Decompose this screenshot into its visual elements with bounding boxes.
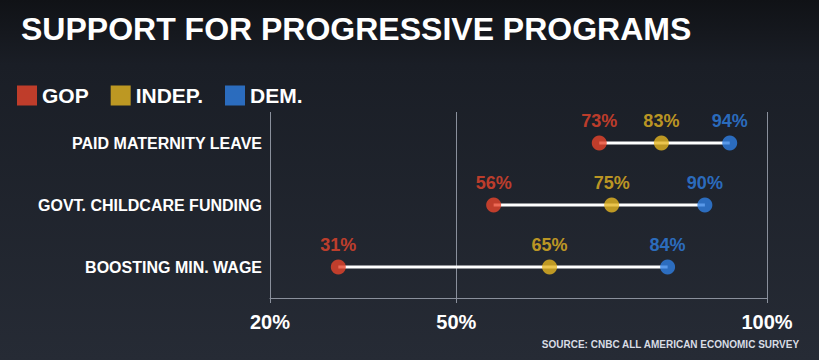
svg-text:INDEP.: INDEP. — [136, 84, 203, 107]
svg-text:100%: 100% — [741, 311, 792, 333]
svg-text:75%: 75% — [594, 173, 630, 193]
svg-text:90%: 90% — [687, 173, 723, 193]
svg-text:50%: 50% — [436, 311, 476, 333]
svg-text:94%: 94% — [712, 111, 748, 131]
svg-text:31%: 31% — [320, 235, 356, 255]
svg-text:73%: 73% — [581, 111, 617, 131]
svg-text:PAID MATERNITY LEAVE: PAID MATERNITY LEAVE — [72, 135, 262, 152]
svg-text:56%: 56% — [476, 173, 512, 193]
svg-text:GOVT. CHILDCARE FUNDING: GOVT. CHILDCARE FUNDING — [38, 197, 262, 214]
svg-text:DEM.: DEM. — [250, 84, 303, 107]
svg-text:SUPPORT FOR PROGRESSIVE PROGRA: SUPPORT FOR PROGRESSIVE PROGRAMS — [21, 11, 691, 47]
svg-text:83%: 83% — [643, 111, 679, 131]
svg-text:20%: 20% — [250, 311, 290, 333]
svg-text:65%: 65% — [532, 235, 568, 255]
svg-text:GOP: GOP — [42, 84, 89, 107]
svg-text:SOURCE: CNBC ALL AMERICAN ECON: SOURCE: CNBC ALL AMERICAN ECONOMIC SURVE… — [542, 339, 800, 350]
svg-text:84%: 84% — [650, 235, 686, 255]
svg-text:BOOSTING MIN. WAGE: BOOSTING MIN. WAGE — [85, 259, 262, 276]
